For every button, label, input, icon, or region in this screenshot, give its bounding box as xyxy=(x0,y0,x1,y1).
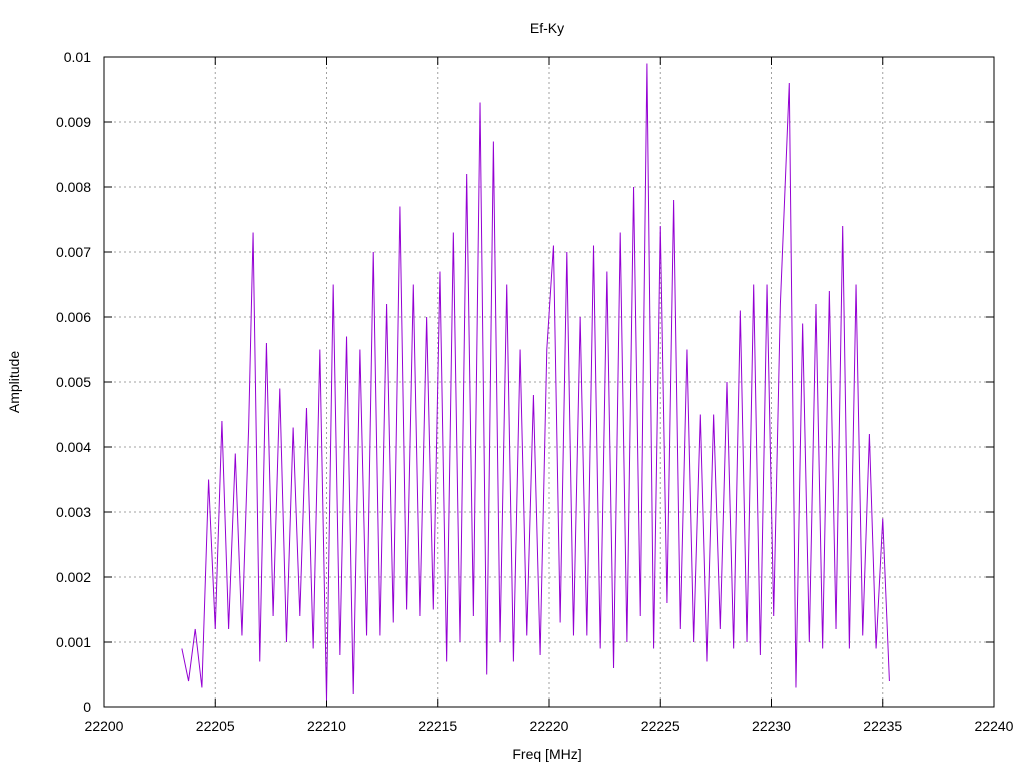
y-tick-label: 0.002 xyxy=(56,569,91,585)
x-tick-label: 22235 xyxy=(863,718,902,734)
y-tick-label: 0.008 xyxy=(56,179,91,195)
y-axis-label: Amplitude xyxy=(6,351,22,413)
x-tick-label: 22220 xyxy=(530,718,569,734)
x-tick-label: 22205 xyxy=(196,718,235,734)
x-tick-labels: 22200 22205 22210 22215 22220 22225 22230 22235… xyxy=(85,718,1014,734)
series-line-0 xyxy=(181,63,890,701)
x-tick-label: 22230 xyxy=(752,718,791,734)
chart-title: Ef-Ky xyxy=(530,20,564,36)
x-tick-label: 22200 xyxy=(85,718,124,734)
x-tick-label: 22215 xyxy=(418,718,457,734)
x-axis-label: Freq [MHz] xyxy=(512,746,581,762)
x-tick-label: 22240 xyxy=(975,718,1014,734)
y-tick-label: 0.006 xyxy=(56,309,91,325)
y-tick-label: 0.01 xyxy=(64,49,91,65)
y-tick-label: 0.005 xyxy=(56,374,91,390)
x-tick-label: 22210 xyxy=(307,718,346,734)
y-tick-label: 0.004 xyxy=(56,439,91,455)
tick-marks xyxy=(103,56,995,708)
grid-lines xyxy=(104,57,994,707)
series-layer xyxy=(181,63,890,701)
y-tick-label: 0.003 xyxy=(56,504,91,520)
y-tick-label: 0.009 xyxy=(56,114,91,130)
x-tick-label: 22225 xyxy=(641,718,680,734)
y-tick-label: 0 xyxy=(83,699,91,715)
y-tick-label: 0.001 xyxy=(56,634,91,650)
y-tick-label: 0.007 xyxy=(56,244,91,260)
y-tick-labels: 0 0.001 0.002 0.003 0.004 0.005 0.006 0.007 0.00… xyxy=(56,49,91,715)
